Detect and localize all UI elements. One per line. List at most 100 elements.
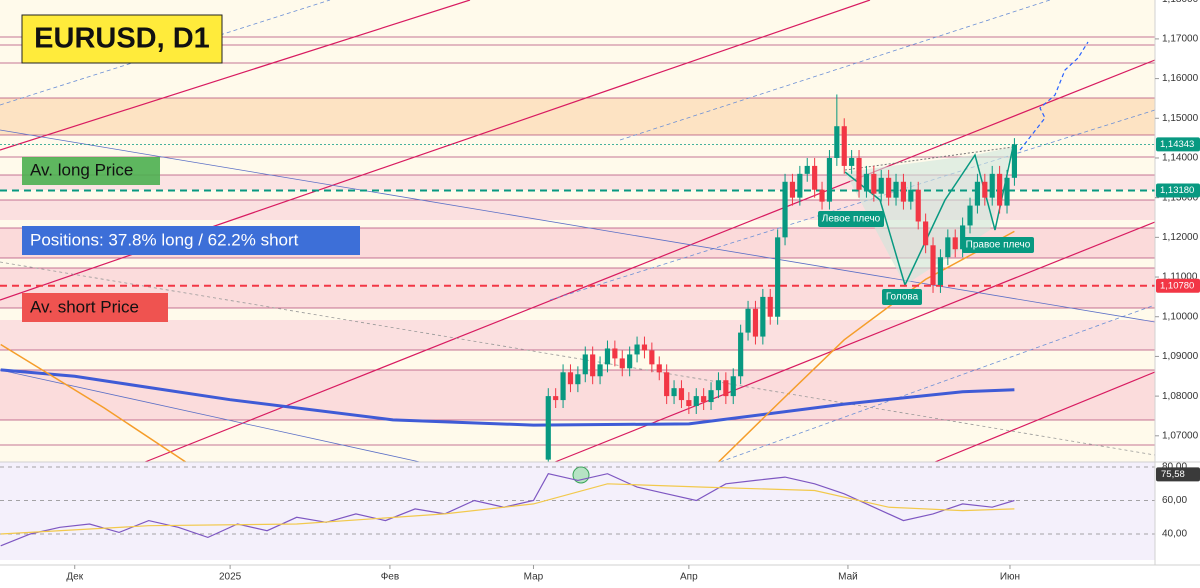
- candle-body: [597, 364, 603, 377]
- candle-body: [937, 257, 944, 285]
- candle-body: [745, 308, 751, 333]
- candle-body: [834, 126, 840, 158]
- candle-body: [760, 296, 766, 337]
- moving-average: [0, 368, 1015, 427]
- rsi-line: [0, 473, 1015, 547]
- x-tick-label: Май: [838, 572, 858, 583]
- chart-title: EURUSD, D1: [34, 23, 210, 55]
- candle-body: [908, 189, 914, 202]
- candle-body: [708, 390, 714, 403]
- candle-body: [678, 388, 685, 401]
- candle-body: [871, 173, 877, 194]
- candle-body: [782, 181, 788, 238]
- rsi-tag-label: 75,58: [1161, 469, 1185, 480]
- rsi-tick-label: 80,00: [1162, 462, 1187, 473]
- candle-body: [686, 400, 692, 407]
- pattern-label-box: [962, 237, 1034, 253]
- price-tag-label: 1,13180: [1160, 185, 1194, 196]
- x-tick-label: Июн: [1000, 572, 1020, 583]
- y-tick-label: 1,14000: [1162, 153, 1199, 164]
- candle-body: [960, 225, 966, 250]
- candle-body: [590, 354, 596, 377]
- zone: [0, 320, 1155, 350]
- candle-body: [915, 189, 921, 222]
- candle-body: [982, 181, 988, 198]
- candle-body: [856, 157, 862, 190]
- candle-body: [878, 177, 884, 194]
- candle-body: [553, 396, 559, 401]
- candle-body: [989, 173, 995, 198]
- y-tick-label: 1,12000: [1162, 232, 1199, 243]
- rsi-tag: [1156, 467, 1200, 482]
- projection: [1019, 41, 1089, 151]
- axes-layer: 1,07000 1,08000 1,09000 1,10000 1,11000 1,120…: [66, 0, 1200, 583]
- x-tick-label: Апр: [680, 572, 698, 583]
- candle-body: [767, 296, 773, 317]
- candle-body: [671, 388, 677, 397]
- candle-body: [967, 205, 973, 226]
- candle-body: [545, 396, 551, 460]
- y-tick-label: 1,15000: [1162, 113, 1199, 124]
- pattern-lines: [844, 146, 1014, 288]
- y-tick-label: 1,07000: [1162, 430, 1199, 441]
- label-box: [22, 226, 360, 255]
- candle-body: [886, 177, 892, 198]
- candle-body: [582, 354, 588, 375]
- candle-body: [649, 350, 655, 365]
- candle-body: [701, 396, 707, 403]
- x-tick-label: Мар: [524, 572, 544, 583]
- label-box: [22, 157, 160, 185]
- zone: [0, 268, 1155, 308]
- pattern-label-box: [818, 211, 884, 227]
- candle-body: [656, 364, 662, 373]
- candle-body: [974, 181, 981, 206]
- y-tick-label: 1,10000: [1162, 311, 1199, 322]
- channel-lines: [0, 0, 1156, 463]
- av-long-label: Av. long Price: [30, 160, 133, 179]
- candle-body: [826, 157, 833, 202]
- candle-body: [612, 348, 618, 359]
- candle-body: [863, 173, 870, 190]
- candle-body: [575, 374, 581, 385]
- candle-body: [752, 308, 759, 337]
- price-tag: [1156, 183, 1200, 198]
- price-tag-label: 1,14343: [1160, 139, 1194, 150]
- candle-body: [952, 237, 958, 250]
- price-tag-label: 1,10780: [1160, 280, 1194, 291]
- neckline: [844, 146, 1014, 171]
- y-tick-label: 1,11000: [1162, 272, 1198, 283]
- pattern-label: Левое плечо: [822, 214, 881, 225]
- pattern-label-box: [882, 289, 922, 305]
- candle-body: [789, 181, 796, 198]
- pattern-label: Голова: [886, 292, 919, 303]
- candle-body: [627, 354, 633, 369]
- label-box: [22, 293, 168, 322]
- candle-body: [812, 165, 818, 190]
- candle-body: [738, 332, 744, 377]
- candle-body: [567, 372, 574, 385]
- zone: [0, 98, 1155, 135]
- candle-body: [775, 237, 781, 317]
- candle-body: [945, 237, 951, 258]
- rsi-tick-label: 60,00: [1162, 495, 1187, 506]
- price-tag: [1156, 278, 1200, 293]
- candle-body: [819, 189, 825, 202]
- moving-average: [0, 230, 1015, 462]
- price-tag: [1156, 137, 1200, 152]
- y-tick-label: 1,16000: [1162, 73, 1199, 84]
- y-tick-label: 1,17000: [1162, 34, 1199, 45]
- candle-body: [619, 358, 625, 369]
- rsi-tick-label: 40,00: [1162, 529, 1187, 540]
- candle-body: [641, 344, 648, 351]
- candle-body: [849, 157, 855, 166]
- candle-body: [930, 245, 936, 285]
- candle-body: [693, 396, 699, 407]
- y-tick-label: 1,08000: [1162, 391, 1199, 402]
- candle-body: [664, 372, 670, 397]
- candle-body: [923, 221, 929, 246]
- av-short-label: Av. short Price: [30, 297, 139, 316]
- positions-label: Positions: 37.8% long / 62.2% short: [30, 230, 299, 249]
- candle-body: [997, 173, 1003, 206]
- candle-body: [841, 126, 847, 166]
